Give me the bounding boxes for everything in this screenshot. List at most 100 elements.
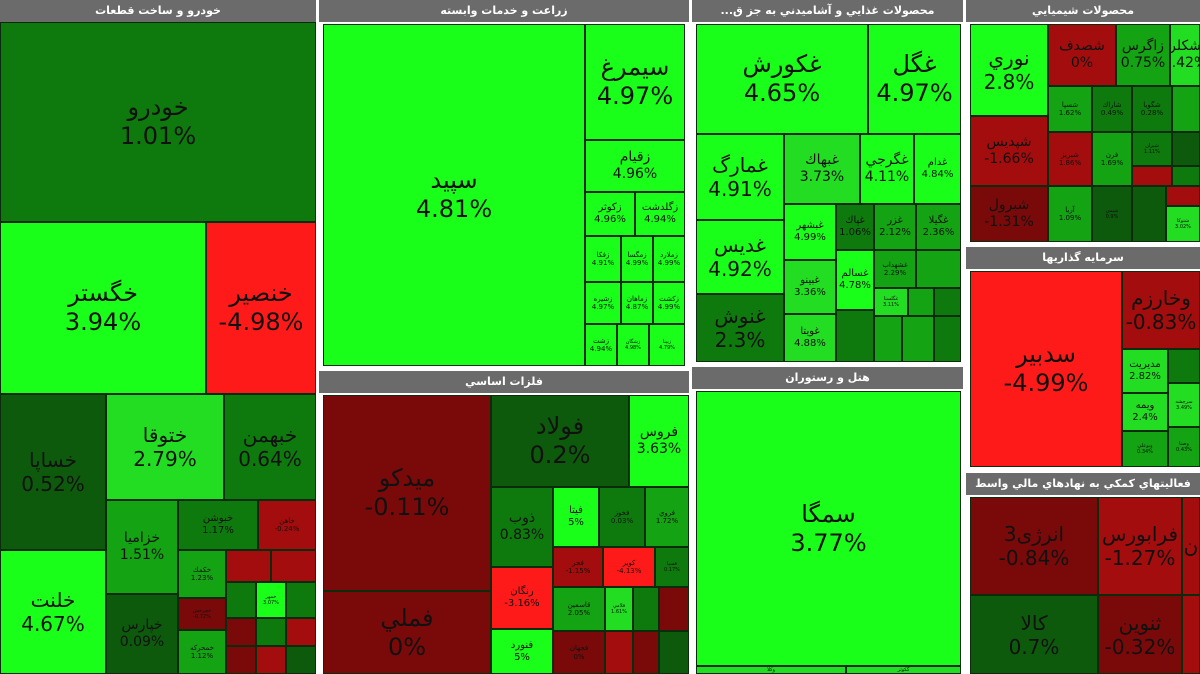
tile-shtooka[interactable]: شتوكا 3.02%	[1166, 206, 1200, 242]
tile-sarcheshmeh[interactable]: سرچشه 3.49%	[1168, 383, 1200, 427]
tile-vkharazm[interactable]: وخارزم -0.83%	[1122, 271, 1200, 349]
tile-small-g-1[interactable]	[226, 582, 256, 618]
tile-small-g-16[interactable]	[1168, 349, 1200, 383]
tile-ghgorji[interactable]: غگرجي 4.11%	[860, 134, 914, 204]
tile-small-r-6[interactable]	[256, 646, 286, 674]
tile-ghgila[interactable]: غگيلا 2.36%	[916, 204, 961, 250]
tile-shimi[interactable]: شيمي 0.9%	[1092, 186, 1132, 242]
tile-ghshahdab[interactable]: غشهداب 2.29%	[874, 250, 916, 288]
tile-shbroul[interactable]: شبرول -1.31%	[970, 186, 1048, 242]
tile-khlant[interactable]: خلنت 4.67%	[0, 550, 106, 674]
tile-small-g-7[interactable]	[934, 288, 961, 316]
tile-small-r-1[interactable]	[226, 550, 271, 582]
tile-small-g-2[interactable]	[286, 582, 316, 618]
tile-small-g-15[interactable]	[1132, 186, 1166, 242]
tile-small-g-4[interactable]	[286, 646, 316, 674]
tile-shabriz[interactable]: شبريز 1.86%	[1048, 132, 1092, 186]
tile-ghdam[interactable]: غدام 4.84%	[914, 134, 961, 204]
tile-khgostar[interactable]: خگستر 3.94%	[0, 222, 206, 394]
tile-zshegan[interactable]: زشگان 4.98%	[617, 324, 649, 366]
tile-zagros[interactable]: زاگرس 0.75%	[1116, 24, 1170, 86]
tile-khbooshan[interactable]: خبوشن 1.17%	[178, 500, 258, 550]
tile-ghasemin[interactable]: قاسمين 2.05%	[553, 587, 605, 631]
tile-ghkorosh[interactable]: غكورش 4.65%	[696, 24, 868, 134]
tile-small-r-7[interactable]	[1132, 166, 1172, 186]
tile-ghnoosh[interactable]: غنوش 2.3%	[696, 294, 784, 362]
tile-small-r-4[interactable]	[286, 618, 316, 646]
tile-khkomak[interactable]: خكمك 1.23%	[178, 550, 226, 598]
tile-small-g-8[interactable]	[836, 310, 874, 362]
tile-energy3[interactable]: انرژی3 -0.84%	[970, 497, 1098, 595]
tile-shpdis[interactable]: شپديس -1.66%	[970, 116, 1048, 186]
tile-foravi[interactable]: فروي 1.72%	[645, 487, 689, 547]
tile-zob[interactable]: ذوب 0.83%	[491, 487, 553, 567]
tile-fsepa[interactable]: فسپا 0.17%	[655, 547, 689, 587]
tile-khahan[interactable]: خاهن -0.24%	[258, 500, 316, 550]
tile-noori[interactable]: نوري 2.8%	[970, 24, 1048, 116]
tile-small-g-3[interactable]	[256, 618, 286, 646]
tile-small-g-11[interactable]	[934, 316, 961, 362]
tile-simorgh[interactable]: سيمرغ 4.97%	[585, 24, 685, 140]
tile-small-g-12[interactable]	[1172, 86, 1200, 132]
tile-khodro[interactable]: خودرو 1.01%	[0, 22, 316, 222]
tile-farabourse[interactable]: فرابورس -1.27%	[1098, 497, 1182, 595]
tile-small-g-5[interactable]	[916, 250, 961, 288]
tile-zbina[interactable]: زبينا 4.79%	[649, 324, 685, 366]
tile-faran[interactable]: فرن 1.69%	[1092, 132, 1132, 186]
tile-small-g-9[interactable]	[874, 316, 902, 362]
tile-small-r-2[interactable]	[271, 550, 316, 582]
tile-small-r-5[interactable]	[226, 646, 256, 674]
tile-arya[interactable]: آريا 1.09%	[1048, 186, 1092, 242]
tile-sanovin[interactable]: ثنوين -0.32%	[1098, 595, 1182, 674]
tile-khmoharekeh[interactable]: خمحركه 1.12%	[178, 630, 226, 674]
tile-zshireh[interactable]: زشيره 4.97%	[585, 282, 621, 324]
tile-small-r-10[interactable]	[605, 631, 633, 674]
tile-rangan[interactable]: رنگان -3.16%	[491, 567, 553, 629]
tile-small-r-3[interactable]	[226, 618, 256, 646]
tile-khmehr[interactable]: خمهر 3.07%	[256, 582, 286, 618]
tile-zmalard[interactable]: زملارد 4.99%	[653, 236, 685, 282]
tile-small-r-11[interactable]	[633, 631, 659, 674]
tile-small-g-10[interactable]	[902, 316, 934, 362]
tile-small-r-12[interactable]	[1182, 595, 1200, 674]
tile-vbooali[interactable]: وبوعلي 0.34%	[1122, 431, 1168, 467]
tile-sharak[interactable]: شاراك 0.49%	[1092, 86, 1132, 132]
tile-small-g-13[interactable]	[1172, 132, 1200, 166]
tile-khtooqa[interactable]: ختوقا 2.79%	[106, 394, 224, 500]
tile-ghmarg[interactable]: غمارگ 4.91%	[696, 134, 784, 220]
tile-samga[interactable]: سمگا 3.77%	[696, 391, 961, 666]
tile-vbime[interactable]: ويمه 2.4%	[1122, 393, 1168, 431]
tile-ghbahak[interactable]: غبهاك 3.73%	[784, 134, 860, 204]
tile-zghiam[interactable]: زقيام 4.96%	[585, 140, 685, 192]
tile-kavir[interactable]: كوير -4.13%	[603, 547, 655, 587]
tile-fanoord[interactable]: فنورد 5%	[491, 629, 553, 674]
tile-ghvita[interactable]: غويتا 4.88%	[784, 314, 836, 362]
tile-ghbshahr[interactable]: غبشهر 4.99%	[784, 204, 836, 260]
tile-ghgol[interactable]: غگل 4.97%	[868, 24, 961, 134]
tile-zasht[interactable]: زشت 4.94%	[585, 324, 617, 366]
tile-fita[interactable]: فيتا 5%	[553, 487, 599, 547]
tile-foros[interactable]: فروس 3.63%	[629, 395, 689, 487]
tile-ghsalem[interactable]: غسالم 4.78%	[836, 250, 874, 310]
tile-zmahan[interactable]: زماهان 4.87%	[621, 282, 653, 324]
tile-shsapa[interactable]: شسپا 1.62%	[1048, 86, 1092, 132]
tile-falami[interactable]: فلامي 1.61%	[605, 587, 633, 631]
tile-ghpak[interactable]: غپاك 1.06%	[836, 204, 874, 250]
tile-kala[interactable]: كالا 0.7%	[970, 595, 1098, 674]
tile-fkhooz[interactable]: فخوز 0.03%	[599, 487, 645, 547]
tile-small-g-6[interactable]	[908, 288, 934, 316]
tile-fameli[interactable]: فملي 0%	[323, 591, 491, 674]
tile-shkalar[interactable]: شكلر2.42%	[1170, 24, 1200, 86]
tile-foolad[interactable]: فولاد 0.2%	[491, 395, 629, 487]
tile-vakala[interactable]: وكلا	[696, 666, 846, 674]
tile-khsapa[interactable]: خساپا 0.52%	[0, 394, 106, 550]
tile-khcharkhesh[interactable]: خچرخش -0.72%	[178, 598, 226, 630]
tile-khzamia[interactable]: خزاميا 1.51%	[106, 500, 178, 594]
tile-khbahman[interactable]: خبهمن 0.64%	[224, 394, 316, 500]
tile-small-g-14[interactable]	[1172, 166, 1200, 186]
tile-small-r-8[interactable]	[1166, 186, 1200, 206]
tile-midko[interactable]: ميدكو -0.11%	[323, 395, 491, 591]
tile-zkosar[interactable]: زكوثر 4.96%	[585, 192, 635, 236]
tile-khnasir[interactable]: خنصير -4.98%	[206, 222, 316, 394]
tile-zgoldasht[interactable]: زگلدشت 4.94%	[635, 192, 685, 236]
